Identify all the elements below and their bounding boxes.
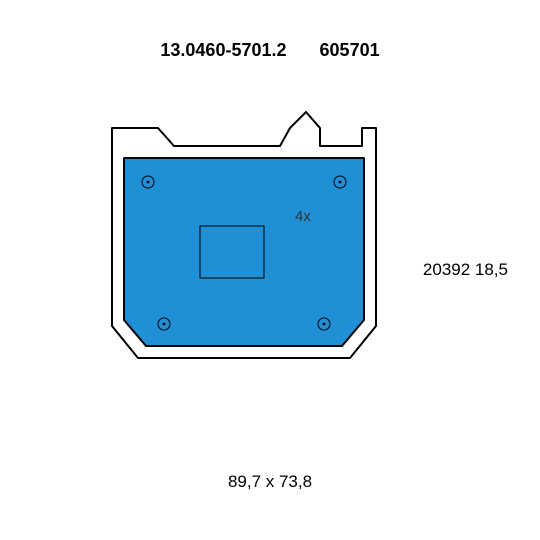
rivet-center [339,181,342,184]
pad-face [124,158,364,346]
secondary-number: 605701 [320,40,380,60]
dimensions-label: 89,7 x 73,8 [0,472,540,492]
top-label-row: 13.0460-5701.2 605701 [0,40,540,61]
rivet-center [163,323,166,326]
part-number: 13.0460-5701.2 [160,40,286,60]
part-diagram [90,98,390,398]
rivet-center [147,181,150,184]
quantity-label: 4x [295,208,311,225]
right-code-label: 20392 18,5 [423,260,508,280]
rivet-center [323,323,326,326]
